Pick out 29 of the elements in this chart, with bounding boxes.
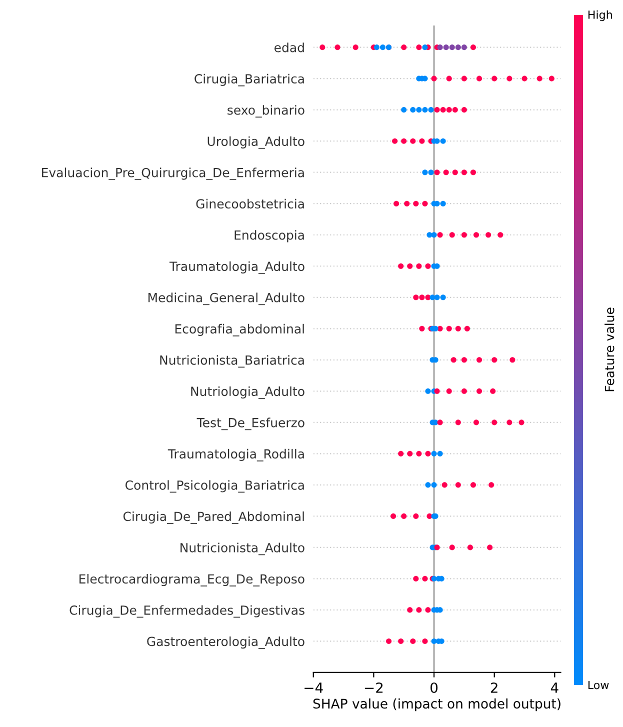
y-tick-label: Electrocardiograma_Ecg_De_Reposo <box>80 574 304 586</box>
y-tick-label: Medicina_General_Adulto <box>148 292 304 306</box>
y-tick-label: Nutricionista_Adulto <box>180 542 304 556</box>
y-tick-label: Evaluacion_Pre_Quirurgica_De_Enfermeria <box>42 168 304 180</box>
color-bar-label: High <box>588 10 612 22</box>
x-tick-label: 4 <box>550 682 558 693</box>
y-tick-label: Traumatologia_Rodilla <box>168 448 304 462</box>
y-tick-label: Nutricionista_Bariatrica <box>160 355 304 368</box>
y-tick-label: Control_Psicologia_Bariatrica <box>125 480 304 493</box>
y-tick-label: Traumatologia_Adulto <box>169 261 304 274</box>
x-tick-label: −4 <box>304 682 323 693</box>
y-tick-label: Endoscopia <box>234 230 304 242</box>
x-tick-label: 0 <box>430 682 438 693</box>
y-tick-label: Nutriologia_Adulto <box>191 386 304 399</box>
y-tick-label: sexo_binario <box>228 105 304 118</box>
y-tick-label: Cirugia_De_Enfermedades_Digestivas <box>70 605 304 618</box>
color-bar-label: Low <box>588 680 609 690</box>
y-tick-label: Urologia_Adulto <box>208 136 304 149</box>
y-tick-label: Test_De_Esfuerzo <box>196 418 304 430</box>
x-tick-label: −2 <box>364 682 383 693</box>
color-bar-title: Feature value <box>604 308 614 392</box>
x-axis-title: SHAP value (impact on model output) <box>313 698 560 712</box>
y-tick-label: Ecografia_abdominal <box>175 324 304 336</box>
y-tick-label: Cirugia_Bariatrica <box>194 74 304 86</box>
y-tick-label: Ginecoobstetricia <box>196 198 304 209</box>
y-tick-label: Gastroenterologia_Adulto <box>147 636 304 649</box>
y-tick-label: Cirugia_De_Pared_Abdominal <box>123 511 304 524</box>
x-tick-label: 2 <box>490 682 498 693</box>
y-tick-label: edad <box>274 42 304 52</box>
